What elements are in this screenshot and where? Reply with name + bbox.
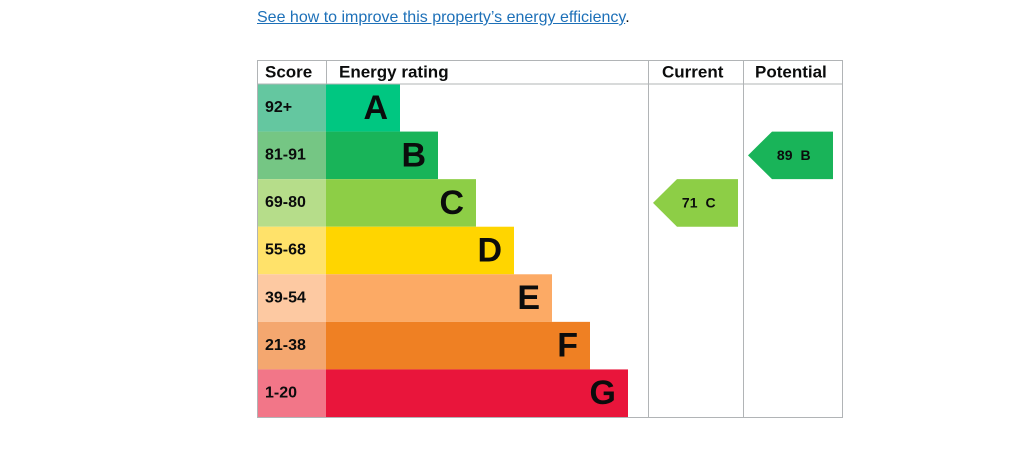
rating-bar — [326, 131, 438, 180]
rating-letter: F — [557, 327, 578, 365]
score-cell — [257, 131, 326, 180]
score-cell — [257, 84, 326, 132]
score-cell — [257, 274, 326, 322]
rating-letter: A — [363, 89, 388, 127]
score-cell — [257, 226, 326, 275]
current-arrow — [653, 179, 738, 227]
rating-letter: B — [401, 136, 426, 174]
rating-letter: D — [477, 231, 502, 269]
potential-arrow — [748, 131, 833, 180]
rating-bar — [326, 226, 514, 275]
score-label: 69-80 — [265, 194, 306, 211]
score-label: 21-38 — [265, 337, 306, 354]
score-cell — [257, 321, 326, 370]
rating-bar — [326, 369, 628, 417]
score-label: 92+ — [265, 99, 292, 116]
header-label: Energy rating — [339, 62, 449, 81]
current-value: 71 — [682, 195, 698, 211]
score-label: 55-68 — [265, 242, 306, 259]
score-cell — [257, 369, 326, 417]
rating-letter: E — [517, 279, 540, 317]
rating-bar — [326, 179, 476, 227]
potential-value: 89 — [777, 147, 793, 163]
current-letter: C — [706, 195, 716, 211]
link-line: See how to improve this property’s energ… — [257, 9, 630, 27]
rating-bar — [326, 274, 552, 322]
link-suffix: . — [625, 9, 630, 26]
rating-bar — [326, 84, 400, 132]
header-label: Score — [265, 62, 312, 81]
score-cell — [257, 179, 326, 227]
header-label: Potential — [755, 62, 827, 81]
score-label: 81-91 — [265, 147, 306, 164]
header-label: Current — [662, 62, 724, 81]
score-label: 39-54 — [265, 289, 306, 306]
rating-letter: G — [590, 374, 616, 412]
score-label: 1-20 — [265, 384, 297, 401]
rating-bar — [326, 321, 590, 370]
table-border — [257, 60, 843, 418]
improve-link[interactable]: See how to improve this property’s energ… — [257, 9, 626, 26]
potential-letter: B — [801, 147, 811, 163]
rating-letter: C — [439, 184, 464, 222]
